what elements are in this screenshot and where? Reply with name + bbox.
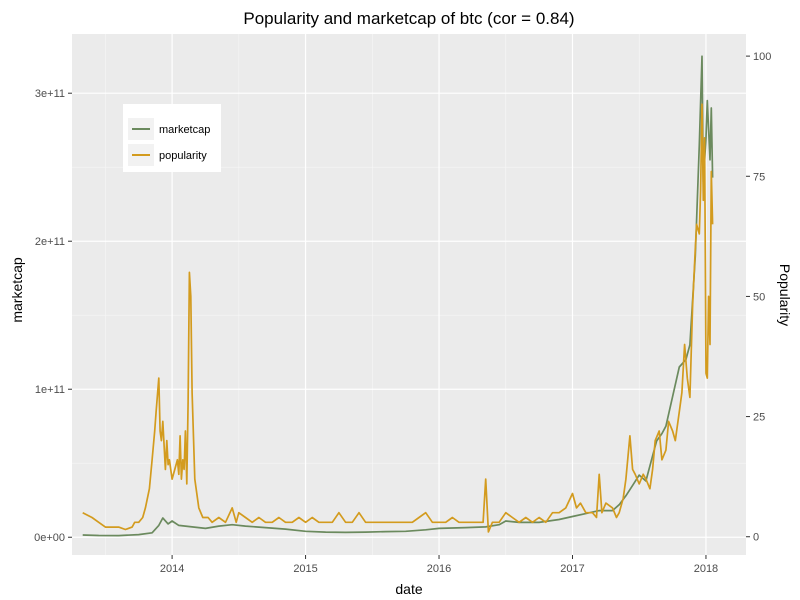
y-tick-label: 2e+11 — [35, 236, 65, 248]
axes: 2014 2015 2016 2017 2018 0e+00 1e+11 2e+11 3e+11… — [34, 51, 771, 575]
y2-tick-label: 25 — [753, 412, 765, 424]
x-tick-label: 2016 — [427, 563, 451, 575]
x-tick-label: 2017 — [560, 563, 584, 575]
x-tick-label: 2014 — [160, 563, 184, 575]
y-axis-title: marketcap — [9, 257, 25, 323]
y2-tick-label: 50 — [753, 291, 765, 303]
x-tick-label: 2015 — [293, 563, 317, 575]
x-tick-label: 2018 — [694, 563, 718, 575]
y2-tick-label: 0 — [753, 532, 759, 544]
legend-label-popularity: popularity — [159, 150, 207, 162]
chart-title: Popularity and marketcap of btc (cor = 0… — [243, 9, 574, 28]
legend: marketcap popularity — [123, 104, 221, 172]
y2-axis-title: Popularity — [777, 264, 793, 326]
series-line-popularity — [82, 103, 714, 533]
y2-tick-label: 100 — [753, 51, 771, 63]
series-layer — [82, 55, 714, 537]
y-tick-label: 1e+11 — [35, 384, 65, 396]
y2-tick-label: 75 — [753, 171, 765, 183]
y-tick-label: 0e+00 — [34, 532, 65, 544]
x-axis-title: date — [395, 581, 422, 597]
series-line-marketcap — [82, 55, 714, 537]
legend-label-marketcap: marketcap — [159, 124, 210, 136]
y-tick-label: 3e+11 — [35, 88, 65, 100]
